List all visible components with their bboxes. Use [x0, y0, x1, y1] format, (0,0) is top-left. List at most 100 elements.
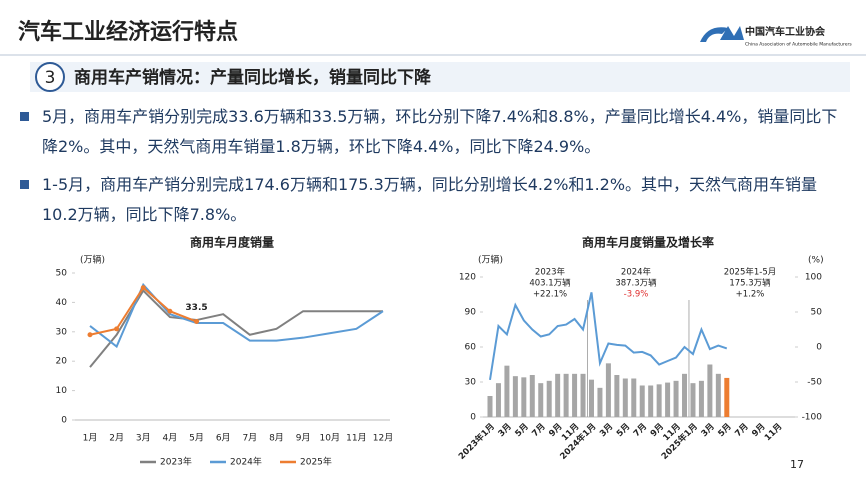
annotation-growth: -3.9% — [624, 290, 649, 300]
line — [489, 292, 728, 381]
bar — [512, 376, 518, 417]
bar — [656, 384, 662, 417]
page-number: 17 — [790, 458, 804, 471]
bar — [690, 383, 696, 417]
y-tick-label: 50 — [56, 269, 68, 279]
data-label: 33.5 — [185, 303, 207, 313]
line — [89, 282, 384, 349]
line — [89, 289, 383, 368]
point — [167, 308, 173, 314]
point — [194, 319, 200, 325]
logo-subtitle: China Association of Automobile Manufact… — [745, 42, 852, 48]
legend-label: 2023年 — [160, 456, 192, 468]
chart-title: 商用车月度销量及增长率 — [582, 235, 714, 250]
x-tick-label: 3月 — [136, 433, 151, 444]
y2-tick-label: 0 — [816, 343, 822, 353]
bullet-text: 1-5月，商用车产销分别完成174.6万辆和175.3万辆，同比分别增长4.2%… — [42, 175, 818, 224]
x-tick-label: 3月 — [598, 422, 615, 439]
logo-name: 中国汽车工业协会 — [745, 25, 825, 38]
bar — [682, 373, 688, 417]
x-tick-label: 2月 — [109, 433, 124, 444]
x-tick-label: 11月 — [346, 433, 366, 444]
annotation-growth: +22.1% — [533, 290, 567, 300]
legend-label: 2025年 — [300, 456, 332, 468]
x-tick-label: 7月 — [530, 422, 547, 439]
y-tick-label: 0 — [470, 413, 476, 423]
x-tick-label: 2023年1月 — [456, 421, 497, 462]
x-tick-label: 8月 — [269, 433, 284, 444]
bar — [673, 380, 679, 417]
annotation-growth: +1.2% — [736, 290, 765, 300]
bar — [707, 364, 713, 417]
y2-unit: (%) — [808, 256, 824, 266]
x-tick-label: 6月 — [216, 433, 231, 444]
bar — [639, 385, 645, 417]
bar — [504, 365, 510, 417]
x-tick-label: 5月 — [189, 433, 204, 444]
x-tick-label: 7月 — [632, 422, 649, 439]
logo-mark — [700, 26, 744, 42]
bullet-marker — [20, 112, 29, 121]
bar — [538, 383, 544, 417]
y-tick-label: 60 — [465, 343, 477, 353]
section-heading: 商用车产销情况：产量同比增长，销量同比下降 — [74, 67, 432, 88]
x-tick-label: 3月 — [700, 422, 717, 439]
bar — [588, 379, 594, 417]
bar — [622, 378, 628, 417]
x-tick-label: 5月 — [615, 422, 632, 439]
annotation-volume: 387.3万辆 — [615, 278, 657, 289]
bar — [631, 378, 637, 417]
point — [114, 326, 120, 332]
chart-title: 商用车月度销量 — [190, 235, 274, 250]
y-tick-label: 30 — [56, 327, 68, 337]
bar — [495, 383, 501, 417]
bullet-text: 5月，商用车产销分别完成33.6万辆和33.5万辆，环比分别下降7.4%和8.8… — [42, 107, 838, 156]
x-tick-label: 10月 — [320, 433, 340, 444]
line — [89, 286, 197, 336]
bar — [563, 373, 569, 417]
bar — [546, 380, 552, 417]
legend-label: 2024年 — [230, 456, 262, 468]
section-number: 3 — [45, 68, 56, 88]
x-tick-label: 4月 — [163, 433, 178, 444]
x-tick-label: 11月 — [763, 422, 784, 443]
y2-tick-label: 50 — [811, 308, 823, 318]
bar — [580, 373, 586, 417]
x-tick-label: 1月 — [83, 433, 98, 444]
y2-tick-label: -50 — [807, 378, 822, 388]
annotation-period: 2025年1-5月 — [724, 267, 777, 278]
y2-tick-label: 100 — [805, 273, 822, 283]
bar — [597, 387, 603, 417]
bullet: 5月，商用车产销分别完成33.6万辆和33.5万辆，环比分别下降7.4%和8.8… — [20, 102, 852, 162]
y-tick-label: 120 — [459, 273, 476, 283]
y-tick-label: 0 — [61, 416, 67, 426]
point — [140, 285, 146, 291]
bar — [555, 373, 561, 417]
bar — [521, 377, 527, 417]
x-tick-label: 7月 — [242, 433, 257, 444]
bar — [698, 380, 704, 417]
bullet: 1-5月，商用车产销分别完成174.6万辆和175.3万辆，同比分别增长4.2%… — [20, 170, 852, 230]
y-unit: (万辆) — [80, 254, 105, 266]
x-tick-label: 5月 — [716, 422, 733, 439]
section-badge — [35, 62, 65, 92]
y-tick-label: 30 — [465, 378, 477, 388]
bar — [715, 373, 721, 417]
bar — [487, 396, 493, 417]
x-tick-label: 12月 — [373, 433, 393, 444]
section-band — [30, 62, 850, 92]
y-tick-label: 20 — [56, 357, 68, 367]
y-tick-label: 10 — [56, 386, 68, 396]
y-unit: (万辆) — [478, 254, 503, 266]
x-tick-label: 7月 — [733, 422, 750, 439]
y-tick-label: 40 — [56, 298, 68, 308]
x-tick-label: 3月 — [497, 422, 514, 439]
annotation-period: 2023年 — [535, 267, 566, 278]
point — [87, 332, 93, 338]
bar — [724, 377, 730, 417]
annotation-volume: 403.1万辆 — [529, 278, 571, 289]
bar — [572, 373, 578, 417]
y-tick-label: 90 — [465, 308, 477, 318]
